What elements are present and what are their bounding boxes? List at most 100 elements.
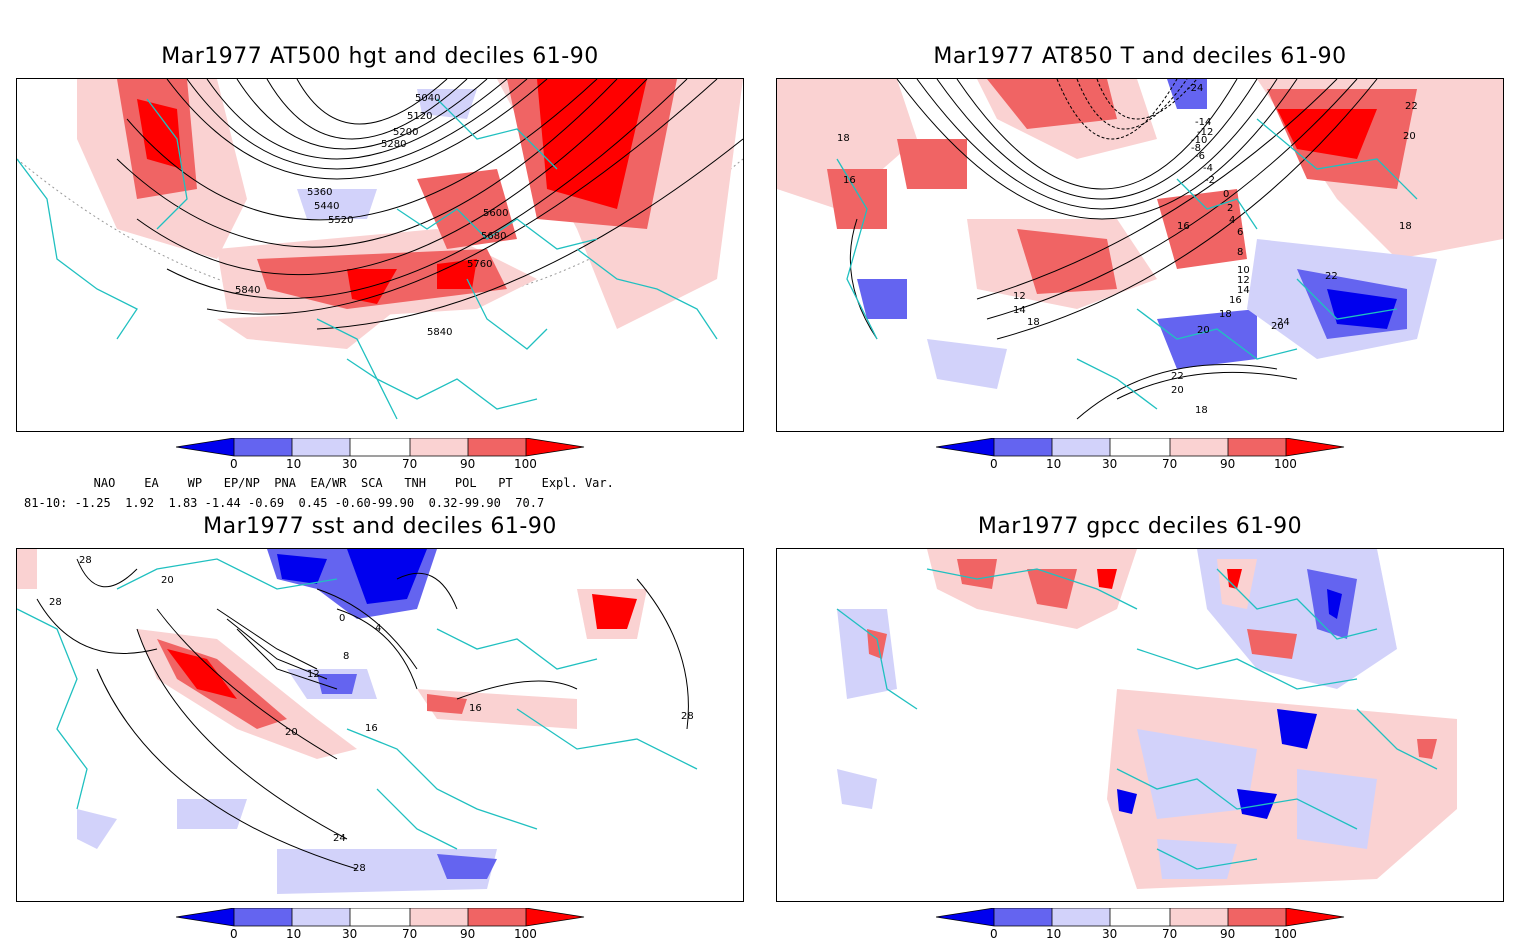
contour-label: 5280 bbox=[381, 139, 406, 150]
contour-label: -24 bbox=[1187, 83, 1203, 94]
contour-label: 5680 bbox=[481, 231, 506, 242]
contour-label: 20 bbox=[1271, 321, 1284, 332]
contour-label: -14 bbox=[1195, 117, 1211, 128]
contour-label: 12 bbox=[1237, 275, 1250, 286]
contour-label: 18 bbox=[837, 133, 850, 144]
contour-label: 20 bbox=[1171, 385, 1184, 396]
colorbar-tick: 100 bbox=[1274, 457, 1297, 471]
colorbar-tick: 100 bbox=[1274, 927, 1297, 940]
contour-label: 4 bbox=[375, 623, 381, 634]
contour-label: 0 bbox=[1223, 189, 1229, 200]
coastlines bbox=[17, 558, 698, 850]
contour-label: 6 bbox=[1237, 227, 1243, 238]
contour-label: 5120 bbox=[407, 111, 432, 122]
contour-label: 18 bbox=[1219, 309, 1232, 320]
contour-labels: 5040 5120 5200 5280 5360 5440 5520 5600 … bbox=[235, 93, 508, 338]
contour-label: -12 bbox=[1197, 127, 1213, 138]
coastlines bbox=[17, 98, 718, 420]
contour-label: 22 bbox=[1171, 371, 1184, 382]
contour-label: 16 bbox=[365, 723, 378, 734]
colorbar-panel3: 0 10 30 70 90 100 bbox=[175, 907, 596, 948]
map-panel-sst: 28 28 20 0 4 8 12 16 20 24 28 16 28 bbox=[16, 548, 744, 902]
contour-label: 4 bbox=[1229, 215, 1235, 226]
decile-shading bbox=[77, 79, 743, 349]
contour-label: 12 bbox=[307, 669, 320, 680]
contour-label: 22 bbox=[1325, 271, 1338, 282]
contour-label: 20 bbox=[161, 575, 174, 586]
colorbar-tick: 0 bbox=[990, 457, 998, 471]
contour-label: 24 bbox=[1277, 317, 1290, 328]
contour-label: 2 bbox=[1227, 203, 1233, 214]
panel1-title: Mar1977 AT500 hgt and deciles 61-90 bbox=[161, 44, 599, 69]
contour-label: 16 bbox=[469, 703, 482, 714]
colorbar-tick: 70 bbox=[1162, 927, 1177, 940]
colorbar-tick: 70 bbox=[1162, 457, 1177, 471]
contour-label: -6 bbox=[1195, 151, 1205, 162]
colorbar-tick: 10 bbox=[286, 927, 301, 940]
colorbar-tick: 10 bbox=[1046, 457, 1061, 471]
colorbar-panel2: 0 10 30 70 90 100 bbox=[935, 437, 1356, 478]
sst-contours bbox=[36, 558, 689, 870]
contour-label: 5840 bbox=[427, 327, 452, 338]
contour-label: 24 bbox=[333, 833, 346, 844]
contour-label: 28 bbox=[681, 711, 694, 722]
contour-label: 5600 bbox=[483, 208, 508, 219]
map-panel-gpcc-precip bbox=[776, 548, 1504, 902]
contour-label: 16 bbox=[1229, 295, 1242, 306]
contour-label: 5360 bbox=[307, 187, 332, 198]
contour-label: 5200 bbox=[393, 127, 418, 138]
contour-label: 5440 bbox=[314, 201, 339, 212]
contour-label: 16 bbox=[1177, 221, 1190, 232]
colorbar-tick: 70 bbox=[402, 457, 417, 471]
contour-label: 5520 bbox=[328, 215, 353, 226]
contour-labels: -24 -14 -12 -10 -8 -6 -4 -2 0 2 4 6 8 10… bbox=[837, 83, 1418, 416]
contour-label: 22 bbox=[1405, 101, 1418, 112]
colorbar-tick: 90 bbox=[1220, 457, 1235, 471]
colorbar-tick: 0 bbox=[230, 927, 238, 940]
contour-label: -8 bbox=[1191, 143, 1201, 154]
coastlines bbox=[836, 118, 1418, 410]
contour-label: 16 bbox=[843, 175, 856, 186]
contour-label: 0 bbox=[339, 613, 345, 624]
panel3-title: Mar1977 sst and deciles 61-90 bbox=[203, 514, 557, 539]
teleconnection-values: 81-10: -1.25 1.92 1.83 -1.44 -0.69 0.45 … bbox=[24, 496, 545, 510]
contour-label: -2 bbox=[1205, 175, 1215, 186]
colorbar-tick: 0 bbox=[990, 927, 998, 940]
contour-label: -4 bbox=[1203, 163, 1213, 174]
colorbar-tick: 10 bbox=[286, 457, 301, 471]
decile-shading bbox=[837, 549, 1457, 889]
colorbar-tick: 30 bbox=[1102, 457, 1117, 471]
contour-label: 10 bbox=[1237, 265, 1250, 276]
panel4-title: Mar1977 gpcc deciles 61-90 bbox=[977, 514, 1303, 539]
contour-label: 8 bbox=[1237, 247, 1243, 258]
contour-label: 20 bbox=[285, 727, 298, 738]
colorbar-panel4: 0 10 30 70 90 100 bbox=[935, 907, 1356, 948]
contour-label: 28 bbox=[79, 555, 92, 566]
colorbar-tick: 70 bbox=[402, 927, 417, 940]
contour-label: 18 bbox=[1027, 317, 1040, 328]
coastlines bbox=[836, 568, 1438, 870]
contour-label: 14 bbox=[1237, 285, 1250, 296]
contour-labels: 28 28 20 0 4 8 12 16 20 24 28 16 28 bbox=[49, 555, 694, 874]
temperature-contours bbox=[849, 79, 1378, 420]
contour-label: 12 bbox=[1013, 291, 1026, 302]
teleconnection-header: NAO EA WP EP/NP PNA EA/WR SCA TNH POL PT… bbox=[72, 476, 614, 490]
contour-label: 28 bbox=[353, 863, 366, 874]
contour-label: 14 bbox=[1013, 305, 1026, 316]
contour-label: 20 bbox=[1197, 325, 1210, 336]
contour-label: 18 bbox=[1195, 405, 1208, 416]
colorbar-tick: 30 bbox=[1102, 927, 1117, 940]
contour-label: 5840 bbox=[235, 285, 260, 296]
contour-label: 8 bbox=[343, 651, 349, 662]
contour-label: 20 bbox=[1403, 131, 1416, 142]
contour-label: 28 bbox=[49, 597, 62, 608]
colorbar-tick: 90 bbox=[460, 927, 475, 940]
contour-label: 5760 bbox=[467, 259, 492, 270]
map-panel-850hpa-temperature: -24 -14 -12 -10 -8 -6 -4 -2 0 2 4 6 8 10… bbox=[776, 78, 1504, 432]
decile-shading bbox=[777, 79, 1503, 389]
colorbar-tick: 100 bbox=[514, 457, 537, 471]
colorbar-tick: 0 bbox=[230, 457, 238, 471]
colorbar-tick: 30 bbox=[342, 927, 357, 940]
decile-shading bbox=[17, 549, 647, 894]
contour-label: -10 bbox=[1191, 135, 1207, 146]
